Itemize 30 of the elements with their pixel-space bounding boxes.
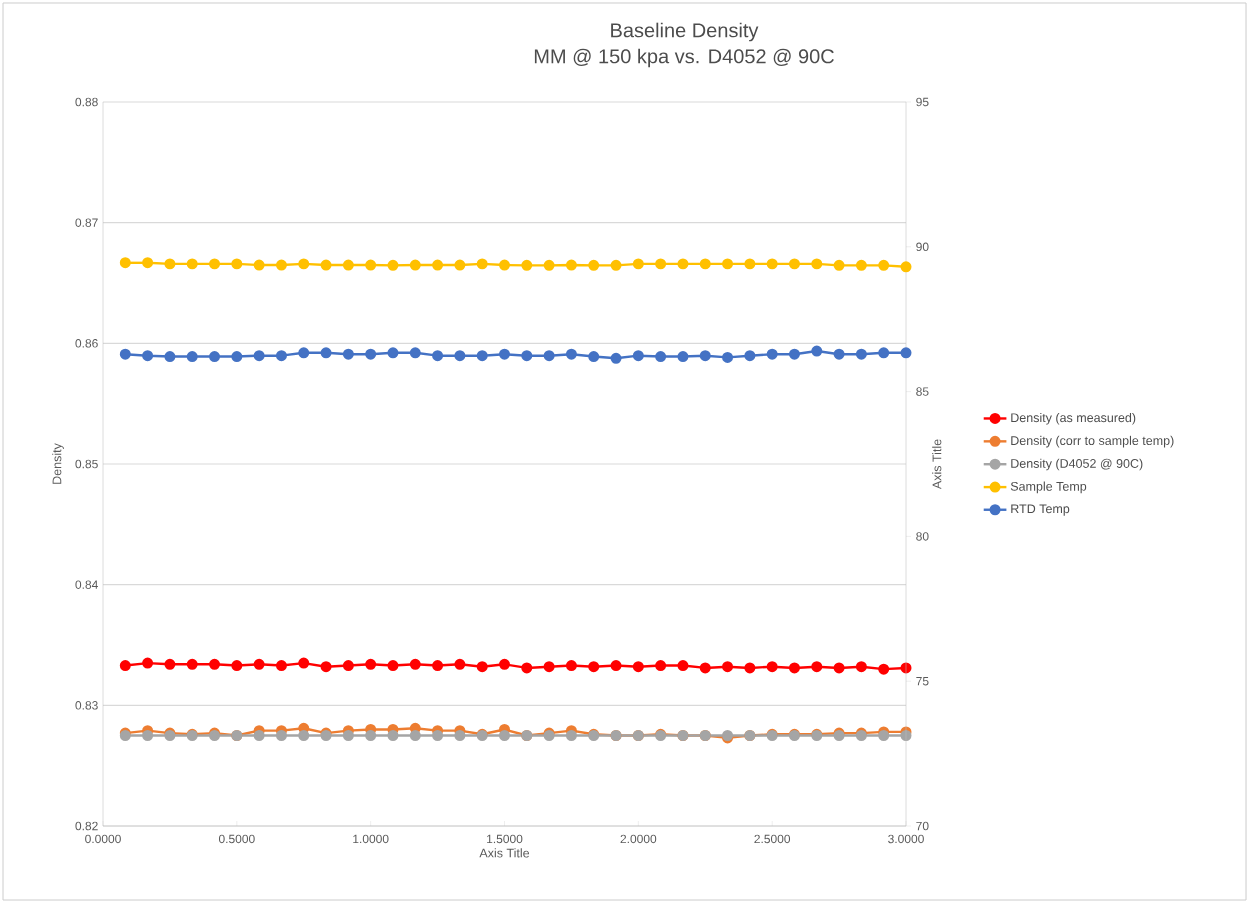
y-tick-label: 0.86 <box>75 339 98 348</box>
y2-tick-label: 75 <box>916 677 929 686</box>
x-axis-title: Axis Title <box>479 848 530 858</box>
x-tick-label: 2.0000 <box>620 834 657 844</box>
y-axis-title: Density <box>52 443 64 484</box>
chart-title: Baseline Density <box>611 22 759 42</box>
legend-label: RTD Temp <box>1011 504 1070 516</box>
x-tick-label: 1.5000 <box>487 834 523 844</box>
y-tick-label: 0.83 <box>75 701 98 710</box>
y2-axis-title: Axis Title <box>932 439 942 490</box>
y2-tick-label: 90 <box>916 242 929 252</box>
y2-tick-label: 70 <box>916 821 929 831</box>
chart-subtitle: MM @ 150 kpa vs. D4052 @ 90C <box>534 48 834 68</box>
legend-label: Density (D4052 @ 90C) <box>1011 458 1143 471</box>
x-tick-label: 3.0000 <box>888 834 924 844</box>
legend-label: Density (corr to sample temp) <box>1011 435 1174 448</box>
legend-label: Sample Temp <box>1010 481 1087 494</box>
y-tick-label: 0.85 <box>75 459 98 469</box>
x-tick-label: 0.0000 <box>85 834 121 844</box>
y-tick-label: 0.84 <box>75 580 98 589</box>
y2-tick-label: 85 <box>916 387 929 396</box>
y2-tick-label: 95 <box>916 97 929 107</box>
y-tick-label: 0.87 <box>75 218 98 227</box>
x-tick-label: 1.0000 <box>353 834 389 844</box>
x-tick-label: 0.5000 <box>218 834 255 844</box>
y-tick-label: 0.88 <box>75 97 98 107</box>
x-tick-label: 2.5000 <box>754 834 791 844</box>
legend-label: Density (as measured) <box>1011 412 1136 425</box>
y-tick-label: 0.82 <box>75 821 98 831</box>
y2-tick-label: 80 <box>916 532 929 541</box>
